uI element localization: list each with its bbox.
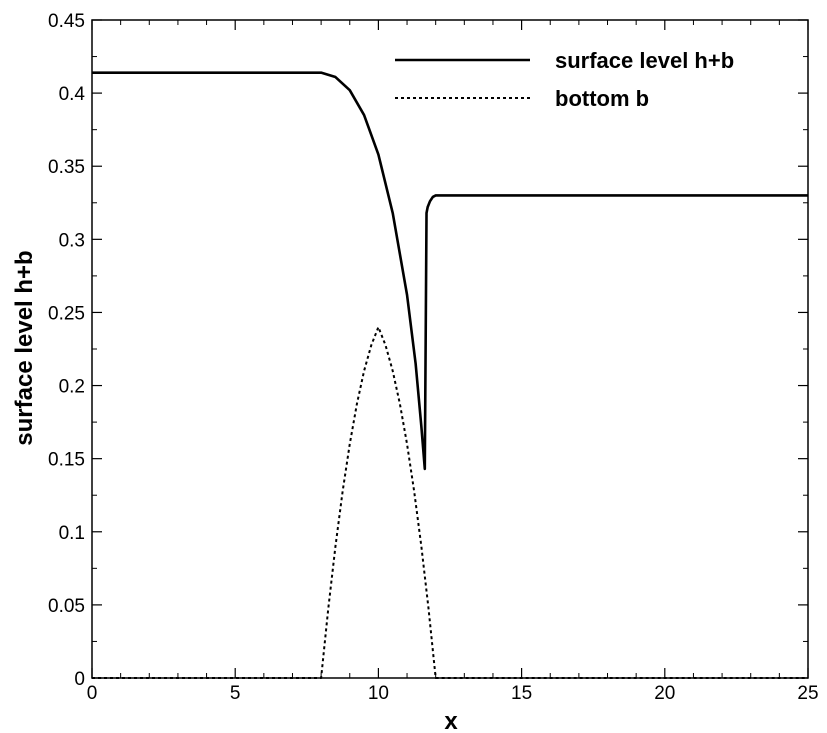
x-tick-label: 5 [230,683,241,704]
legend-label: surface level h+b [555,48,734,73]
y-tick-label: 0.15 [48,450,85,471]
y-tick-label: 0.2 [59,377,85,398]
x-axis-label: x [444,708,458,733]
series-layer [92,71,808,679]
y-tick-label: 0.3 [59,230,85,251]
y-tick-label: 0.35 [48,157,85,178]
x-tick-label: 20 [654,683,675,704]
y-tick-label: 0.25 [48,303,85,324]
y-tick-label: 0.05 [48,596,85,617]
x-tick-label: 25 [797,683,818,704]
axes-layer: 0 5 10 15 20 25 0 0.05 0.1 0.15 0.2 0.25 0.3 0.35 0.4 0… [48,11,819,704]
y-tick-label: 0 [74,669,85,690]
plot-area [91,19,809,679]
x-tick-label: 15 [511,683,532,704]
plot-frame [91,19,809,679]
series-line-surface-level [92,71,808,471]
legend: surface level h+b bottom b [395,48,734,111]
x-tick-label: 10 [368,683,389,704]
y-tick-label: 0.4 [59,84,86,105]
legend-label: bottom b [555,86,649,111]
series-line-bottom [92,326,808,679]
x-tick-label: 0 [87,683,98,704]
y-tick-label: 0.1 [59,523,85,544]
y-tick-label: 0.45 [48,11,85,32]
y-axis-label: surface level h+b [11,250,38,445]
